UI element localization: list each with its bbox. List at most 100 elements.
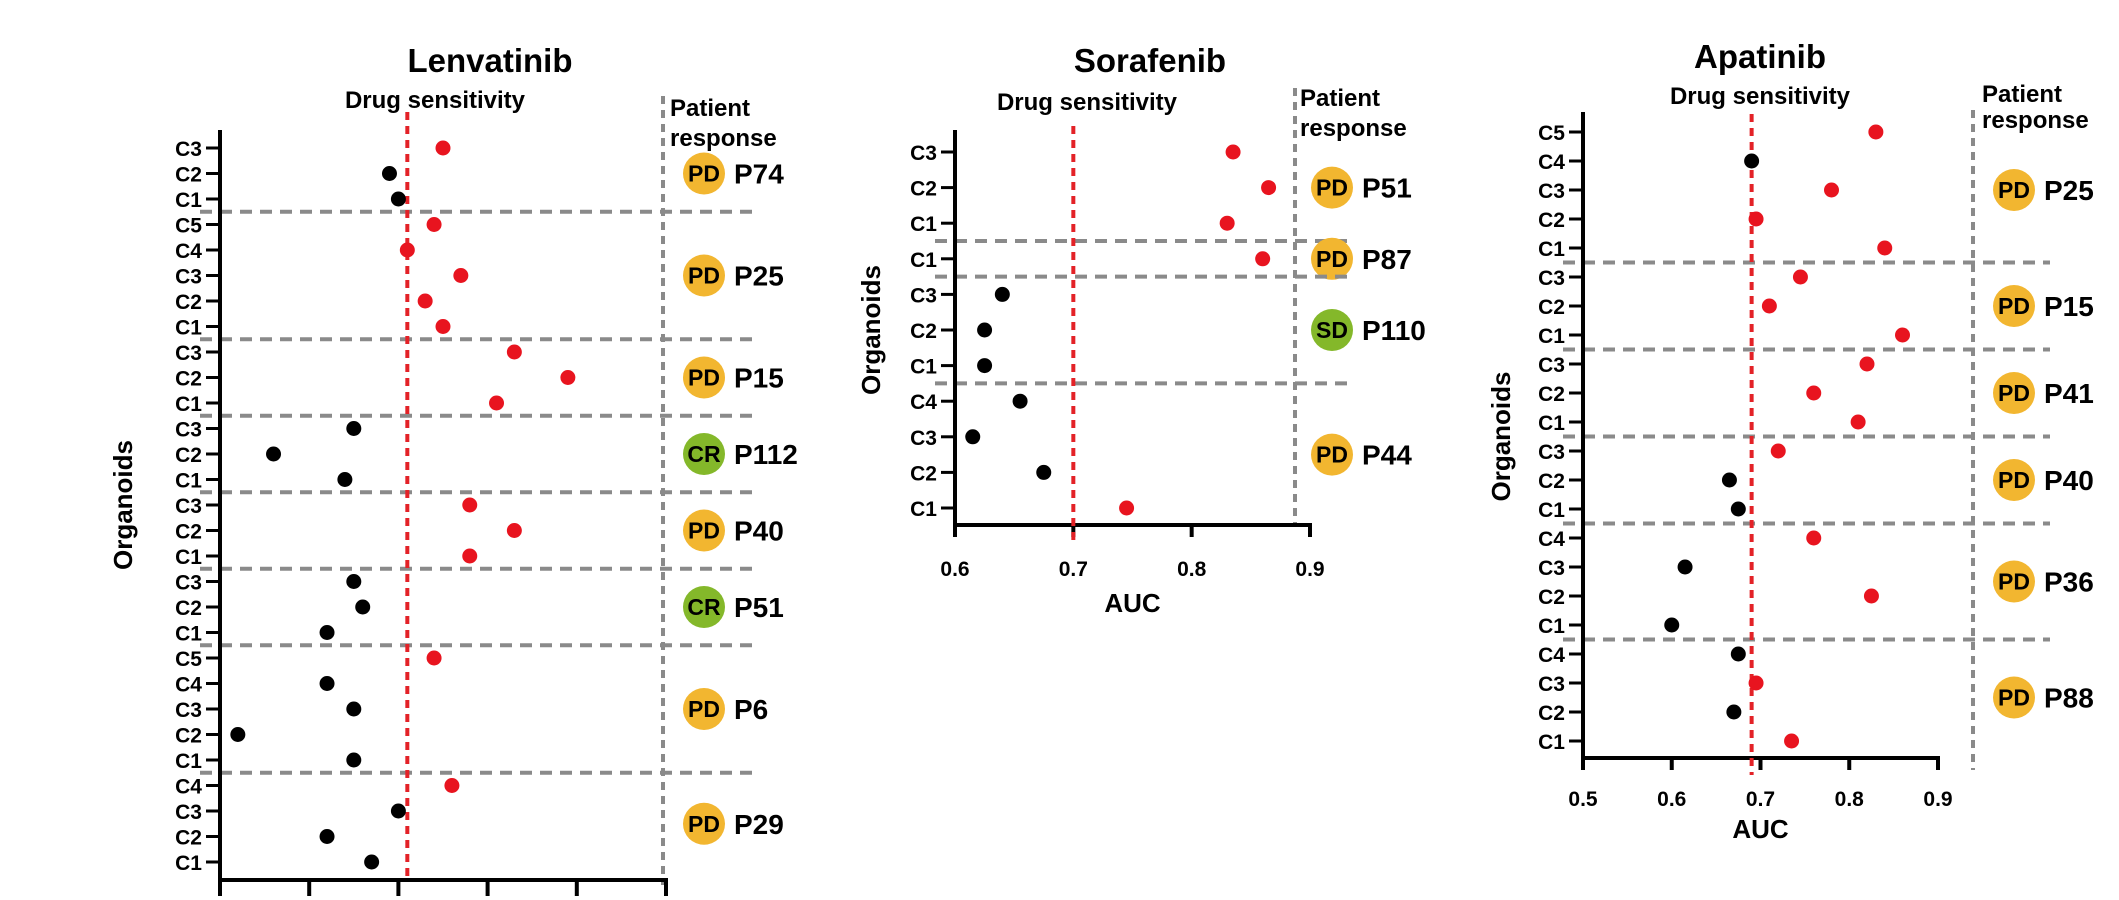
auc-point — [1225, 144, 1241, 160]
auc-point — [1744, 153, 1760, 169]
response-badge — [683, 433, 725, 475]
x-tick-label: 0.6 — [1657, 788, 1686, 811]
organoid-label: C2 — [175, 725, 202, 748]
patient-id-label: P40 — [2044, 465, 2094, 496]
organoid-label: C3 — [175, 342, 202, 365]
organoid-label: C1 — [175, 317, 202, 340]
auc-point — [1806, 385, 1822, 401]
response-badge-label: PD — [1998, 293, 2030, 319]
auc-point — [1784, 733, 1800, 749]
auc-point — [1868, 124, 1884, 140]
organoid-label: C5 — [1538, 122, 1565, 145]
organoid-label: C1 — [175, 393, 202, 416]
patient-id-label: P15 — [2044, 291, 2094, 322]
x-axis-label: AUC — [1732, 814, 1789, 844]
x-tick-label: 0.5 — [1568, 788, 1598, 811]
response-badge-label: PD — [688, 811, 720, 837]
auc-point — [390, 191, 406, 207]
organoid-label: C1 — [175, 852, 202, 875]
x-axis-label: AUC — [1104, 588, 1161, 618]
organoid-label: C4 — [175, 776, 202, 799]
auc-point — [1255, 251, 1271, 267]
auc-point — [426, 650, 442, 666]
auc-point — [426, 217, 442, 232]
organoid-label: C3 — [1538, 673, 1565, 696]
organoid-label: C3 — [1538, 557, 1565, 580]
organoid-label: C1 — [1538, 325, 1565, 348]
patient-id-label: P87 — [1362, 244, 1412, 275]
auc-point — [1012, 393, 1028, 409]
organoid-label: C2 — [1538, 470, 1565, 493]
response-badge — [683, 356, 725, 399]
lenvatinib-panel: Lenvatinib Drug sensitivity Patient respons… — [108, 42, 798, 896]
response-badge-label: SD — [1316, 317, 1348, 343]
auc-point — [381, 166, 397, 181]
response-badge — [1993, 560, 2035, 603]
auc-point — [1895, 327, 1910, 343]
patient-response-header: Patient — [1300, 85, 1380, 112]
auc-point — [435, 319, 451, 334]
auc-point — [319, 676, 335, 691]
patient-id-label: P25 — [734, 261, 784, 292]
auc-point — [1721, 472, 1737, 488]
auc-point — [1824, 182, 1839, 198]
response-badge-label: PD — [1998, 569, 2030, 595]
response-badge — [683, 688, 725, 730]
response-badge-label: PD — [1316, 442, 1348, 468]
x-tick-label: 0.8 — [1835, 788, 1865, 811]
x-tick-label: 0.9 — [1923, 788, 1952, 811]
organoid-label: C4 — [1538, 151, 1565, 174]
organoid-label: C1 — [1538, 731, 1565, 754]
organoid-label: C3 — [175, 699, 202, 722]
patient-response-header: response — [1982, 107, 2089, 134]
organoid-label: C1 — [1538, 615, 1565, 638]
response-badge — [1311, 433, 1353, 476]
response-badge — [1993, 372, 2035, 414]
organoid-label: C3 — [910, 142, 937, 165]
auc-point — [506, 523, 522, 538]
organoid-label: C3 — [1538, 441, 1565, 464]
auc-point — [346, 421, 362, 436]
x-tick-label: 0.7 — [1746, 788, 1775, 811]
organoid-label: C2 — [910, 462, 937, 485]
response-badge-label: PD — [1998, 467, 2030, 493]
organoid-label: C2 — [175, 368, 202, 391]
organoid-label: C5 — [175, 648, 202, 671]
auc-point — [364, 854, 380, 870]
response-badge-label: PD — [1998, 685, 2030, 711]
response-badge-label: PD — [688, 263, 720, 289]
patient-id-label: P44 — [1362, 440, 1412, 471]
auc-point — [346, 701, 362, 717]
patient-id-label: P74 — [734, 159, 784, 190]
auc-point — [390, 803, 406, 819]
patient-id-label: P15 — [734, 363, 784, 394]
auc-point — [319, 625, 335, 640]
x-tick-label: 0.8 — [1177, 558, 1207, 581]
patient-id-label: P25 — [2044, 175, 2094, 206]
response-badge-label: PD — [1316, 175, 1348, 201]
response-badge-label: CR — [687, 441, 721, 467]
x-tick-label: 0.9 — [1295, 558, 1324, 581]
auc-point — [977, 358, 993, 374]
auc-point — [1730, 646, 1746, 662]
auc-point — [1859, 356, 1875, 372]
response-badge — [1311, 166, 1353, 209]
response-badge-label: PD — [688, 365, 720, 391]
patient-response-header: response — [1300, 115, 1407, 142]
auc-point — [1806, 530, 1822, 546]
organoid-label: C1 — [1538, 412, 1565, 435]
organoid-label: C4 — [1538, 528, 1565, 551]
patient-id-label: P112 — [734, 439, 798, 470]
x-tick-label: 0.6 — [940, 558, 969, 581]
auc-point — [1261, 180, 1277, 196]
auc-point — [1748, 675, 1764, 691]
auc-point — [1036, 464, 1052, 480]
response-badge — [1993, 676, 2035, 719]
auc-point — [337, 472, 353, 487]
organoid-label: C2 — [1538, 209, 1565, 232]
auc-point — [506, 344, 522, 360]
panel-title: Lenvatinib — [407, 42, 572, 79]
panel-title: Sorafenib — [1074, 42, 1226, 79]
organoid-label: C3 — [910, 284, 937, 307]
organoid-label: C2 — [910, 178, 937, 201]
